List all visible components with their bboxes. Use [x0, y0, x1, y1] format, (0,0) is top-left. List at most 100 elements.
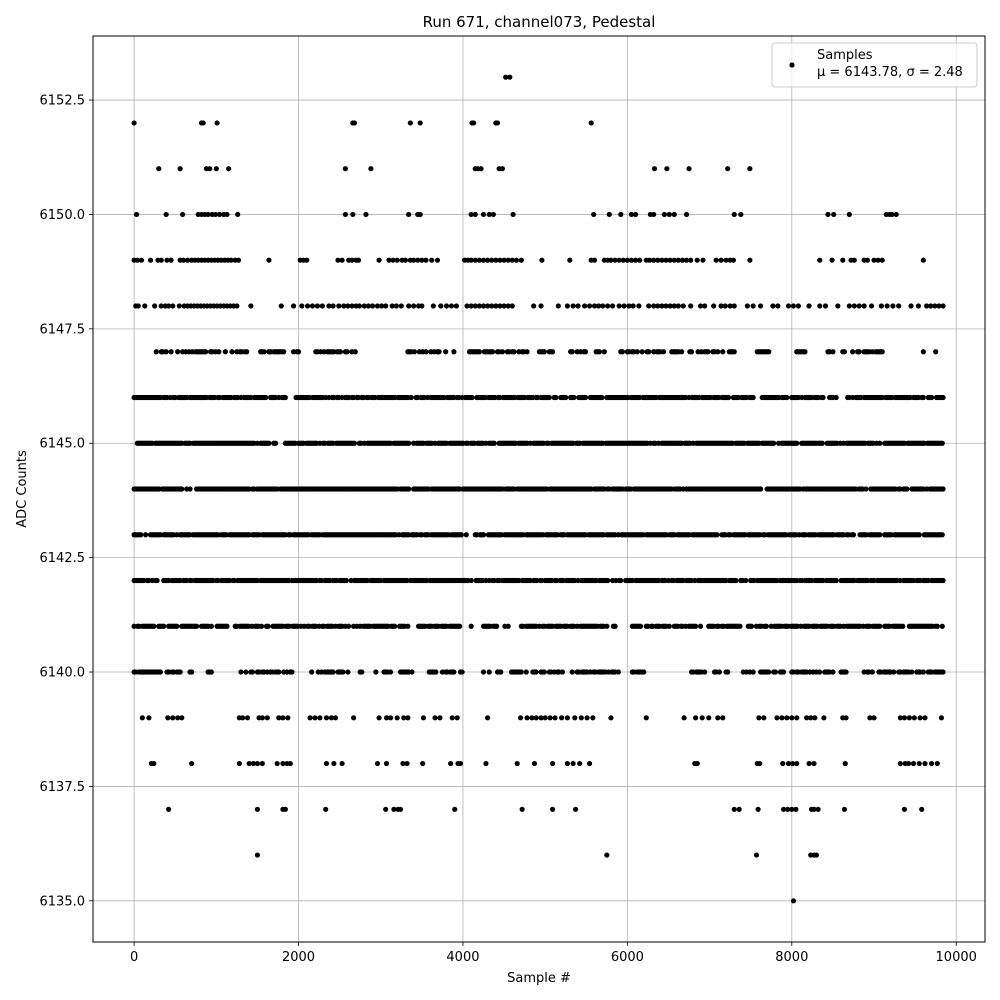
data-point [458, 532, 464, 538]
data-point [503, 74, 509, 80]
data-point [736, 806, 742, 812]
data-point [407, 120, 413, 126]
data-point [163, 211, 169, 218]
data-point [757, 486, 764, 492]
data-point [812, 715, 818, 721]
data-point [175, 349, 181, 355]
data-point [469, 394, 475, 401]
data-point [700, 257, 706, 263]
data-point [920, 349, 926, 355]
data-point [893, 211, 899, 218]
data-point [636, 303, 642, 309]
data-point [363, 211, 369, 218]
data-point [831, 211, 837, 218]
data-point [501, 257, 507, 263]
data-point [747, 166, 753, 172]
data-point [591, 211, 597, 218]
data-point [590, 715, 596, 721]
data-point [578, 715, 584, 721]
data-point [750, 303, 756, 309]
data-point [309, 669, 315, 675]
data-point [582, 303, 588, 309]
data-point [794, 715, 800, 721]
data-point [806, 760, 812, 767]
data-point [586, 303, 593, 309]
data-point [406, 211, 412, 218]
data-point [538, 715, 544, 721]
data-point [618, 577, 624, 584]
data-point [641, 669, 647, 675]
data-point [226, 166, 232, 172]
data-point [163, 349, 169, 355]
data-point [694, 257, 700, 263]
data-point [924, 303, 930, 309]
data-point [681, 715, 687, 721]
data-point [411, 303, 417, 309]
data-point [841, 806, 848, 812]
data-point [863, 486, 869, 492]
x-tick-label: 8000 [775, 950, 808, 965]
data-point [254, 806, 261, 812]
data-point [180, 211, 186, 218]
data-point [766, 669, 772, 675]
data-point [524, 715, 530, 721]
data-point [328, 715, 335, 721]
data-point [936, 303, 942, 309]
data-point [651, 166, 658, 172]
data-point [170, 303, 176, 309]
data-point [509, 257, 515, 263]
data-point [214, 120, 220, 126]
data-point [851, 303, 857, 309]
data-point [867, 715, 873, 721]
data-point [940, 669, 946, 675]
data-point [212, 211, 219, 218]
data-point [780, 669, 787, 675]
data-point [702, 669, 708, 675]
data-point [180, 257, 187, 263]
data-point [238, 669, 244, 675]
data-point [531, 760, 538, 767]
data-point [877, 440, 883, 446]
data-point [646, 257, 653, 263]
data-point [392, 623, 398, 629]
data-point [438, 303, 444, 309]
data-point [564, 303, 570, 309]
data-point [634, 349, 640, 355]
data-point [151, 623, 157, 629]
data-point [246, 760, 252, 767]
data-point [433, 669, 439, 675]
x-tick-label: 4000 [446, 950, 479, 965]
data-point [330, 303, 336, 309]
data-point [518, 257, 524, 263]
data-point [601, 349, 607, 355]
data-point [523, 669, 529, 675]
legend-stats-sigma: σ = 2.48 [906, 65, 962, 80]
data-point [706, 715, 712, 721]
data-point [917, 715, 923, 721]
data-point [254, 760, 261, 767]
y-tick-label: 6147.5 [40, 322, 86, 337]
data-point [189, 669, 195, 675]
data-point [254, 852, 261, 858]
data-point [552, 715, 558, 721]
data-point [355, 257, 362, 263]
x-tick-label: 6000 [611, 950, 644, 965]
data-point [224, 211, 230, 218]
data-point [184, 257, 191, 263]
data-point [725, 394, 732, 401]
data-point [514, 760, 520, 767]
data-point [671, 303, 677, 309]
y-tick-label: 6142.5 [40, 551, 86, 566]
data-point [939, 532, 945, 538]
data-point [604, 623, 610, 629]
data-point [833, 394, 839, 401]
data-point [577, 760, 583, 767]
data-point [244, 349, 250, 355]
data-point [419, 257, 425, 263]
data-point [489, 257, 495, 263]
data-point [604, 852, 610, 858]
data-point [457, 623, 463, 629]
data-point [187, 486, 193, 492]
data-point [901, 806, 908, 812]
data-point [164, 257, 170, 263]
